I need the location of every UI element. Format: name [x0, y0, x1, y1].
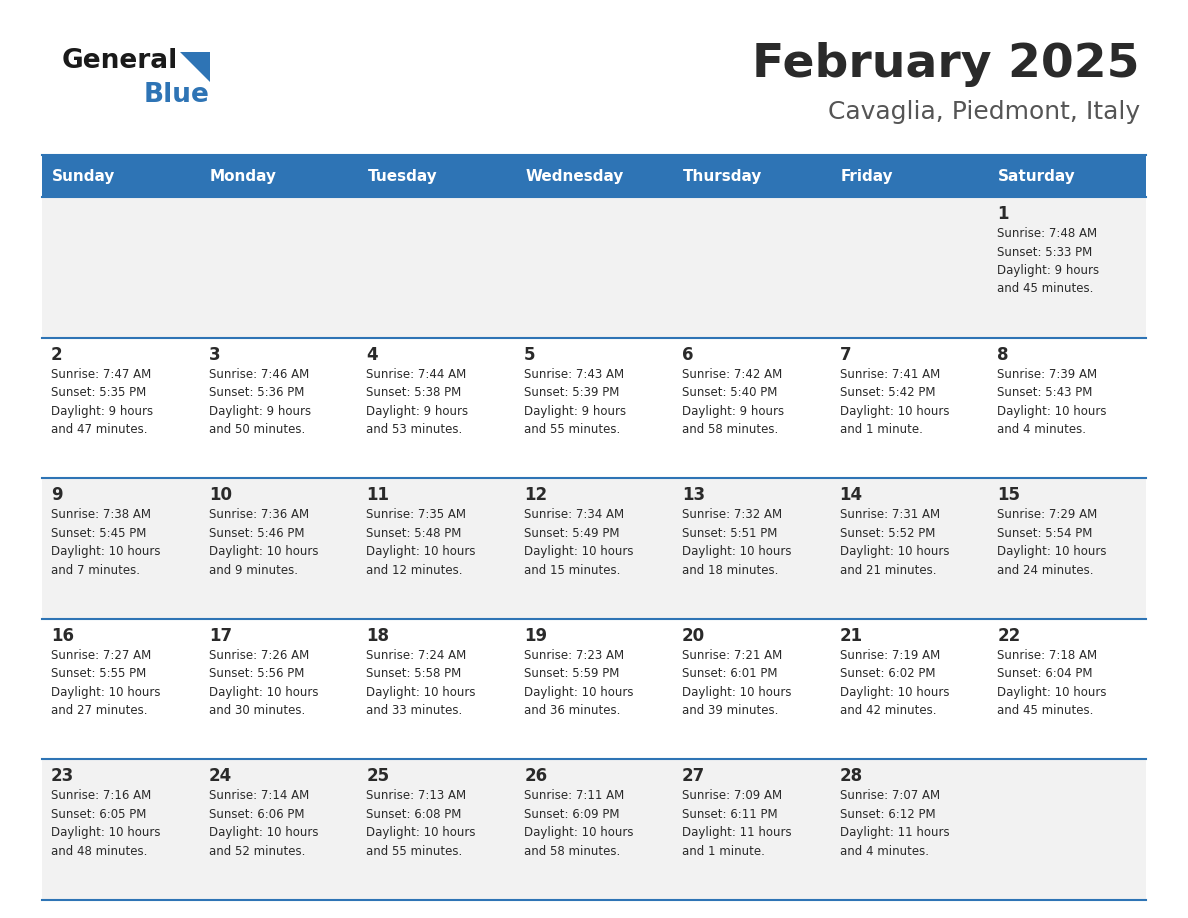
Text: Sunrise: 7:34 AM
Sunset: 5:49 PM
Daylight: 10 hours
and 15 minutes.: Sunrise: 7:34 AM Sunset: 5:49 PM Dayligh…: [524, 509, 633, 577]
Text: 25: 25: [366, 767, 390, 786]
Bar: [42, 619, 1146, 759]
Text: 17: 17: [209, 627, 232, 644]
Text: Monday: Monday: [210, 169, 277, 184]
Text: 24: 24: [209, 767, 232, 786]
Text: Sunrise: 7:43 AM
Sunset: 5:39 PM
Daylight: 9 hours
and 55 minutes.: Sunrise: 7:43 AM Sunset: 5:39 PM Dayligh…: [524, 367, 626, 436]
Bar: [358, 155, 516, 197]
Text: 1: 1: [997, 205, 1009, 223]
Text: Sunrise: 7:36 AM
Sunset: 5:46 PM
Daylight: 10 hours
and 9 minutes.: Sunrise: 7:36 AM Sunset: 5:46 PM Dayligh…: [209, 509, 318, 577]
Text: Sunrise: 7:14 AM
Sunset: 6:06 PM
Daylight: 10 hours
and 52 minutes.: Sunrise: 7:14 AM Sunset: 6:06 PM Dayligh…: [209, 789, 318, 858]
Text: Sunrise: 7:42 AM
Sunset: 5:40 PM
Daylight: 9 hours
and 58 minutes.: Sunrise: 7:42 AM Sunset: 5:40 PM Dayligh…: [682, 367, 784, 436]
Text: Sunrise: 7:44 AM
Sunset: 5:38 PM
Daylight: 9 hours
and 53 minutes.: Sunrise: 7:44 AM Sunset: 5:38 PM Dayligh…: [366, 367, 468, 436]
Text: Sunrise: 7:41 AM
Sunset: 5:42 PM
Daylight: 10 hours
and 1 minute.: Sunrise: 7:41 AM Sunset: 5:42 PM Dayligh…: [840, 367, 949, 436]
Bar: [988, 155, 1146, 197]
Text: 16: 16: [51, 627, 74, 644]
Text: Sunrise: 7:29 AM
Sunset: 5:54 PM
Daylight: 10 hours
and 24 minutes.: Sunrise: 7:29 AM Sunset: 5:54 PM Dayligh…: [997, 509, 1107, 577]
Text: 2: 2: [51, 345, 63, 364]
Text: Tuesday: Tuesday: [367, 169, 437, 184]
Text: Cavaglia, Piedmont, Italy: Cavaglia, Piedmont, Italy: [828, 100, 1140, 124]
Text: Sunrise: 7:23 AM
Sunset: 5:59 PM
Daylight: 10 hours
and 36 minutes.: Sunrise: 7:23 AM Sunset: 5:59 PM Dayligh…: [524, 649, 633, 717]
Text: Sunrise: 7:19 AM
Sunset: 6:02 PM
Daylight: 10 hours
and 42 minutes.: Sunrise: 7:19 AM Sunset: 6:02 PM Dayligh…: [840, 649, 949, 717]
Text: Sunrise: 7:27 AM
Sunset: 5:55 PM
Daylight: 10 hours
and 27 minutes.: Sunrise: 7:27 AM Sunset: 5:55 PM Dayligh…: [51, 649, 160, 717]
Text: Sunrise: 7:46 AM
Sunset: 5:36 PM
Daylight: 9 hours
and 50 minutes.: Sunrise: 7:46 AM Sunset: 5:36 PM Dayligh…: [209, 367, 311, 436]
Text: 23: 23: [51, 767, 74, 786]
Text: 3: 3: [209, 345, 220, 364]
Text: Sunrise: 7:32 AM
Sunset: 5:51 PM
Daylight: 10 hours
and 18 minutes.: Sunrise: 7:32 AM Sunset: 5:51 PM Dayligh…: [682, 509, 791, 577]
Text: Sunrise: 7:47 AM
Sunset: 5:35 PM
Daylight: 9 hours
and 47 minutes.: Sunrise: 7:47 AM Sunset: 5:35 PM Dayligh…: [51, 367, 153, 436]
Text: 4: 4: [366, 345, 378, 364]
Bar: [42, 155, 200, 197]
Text: 9: 9: [51, 487, 63, 504]
Text: Sunrise: 7:09 AM
Sunset: 6:11 PM
Daylight: 11 hours
and 1 minute.: Sunrise: 7:09 AM Sunset: 6:11 PM Dayligh…: [682, 789, 791, 858]
Text: 12: 12: [524, 487, 548, 504]
Text: Sunrise: 7:21 AM
Sunset: 6:01 PM
Daylight: 10 hours
and 39 minutes.: Sunrise: 7:21 AM Sunset: 6:01 PM Dayligh…: [682, 649, 791, 717]
Bar: [42, 338, 1146, 478]
Text: 8: 8: [997, 345, 1009, 364]
Text: Sunrise: 7:35 AM
Sunset: 5:48 PM
Daylight: 10 hours
and 12 minutes.: Sunrise: 7:35 AM Sunset: 5:48 PM Dayligh…: [366, 509, 476, 577]
Text: 14: 14: [840, 487, 862, 504]
Text: 6: 6: [682, 345, 694, 364]
Polygon shape: [181, 52, 210, 82]
Text: 21: 21: [840, 627, 862, 644]
Text: 28: 28: [840, 767, 862, 786]
Text: 15: 15: [997, 487, 1020, 504]
Text: Friday: Friday: [841, 169, 893, 184]
Bar: [42, 478, 1146, 619]
Text: 10: 10: [209, 487, 232, 504]
Text: 7: 7: [840, 345, 851, 364]
Text: 27: 27: [682, 767, 706, 786]
Text: Sunrise: 7:39 AM
Sunset: 5:43 PM
Daylight: 10 hours
and 4 minutes.: Sunrise: 7:39 AM Sunset: 5:43 PM Dayligh…: [997, 367, 1107, 436]
Bar: [516, 155, 672, 197]
Text: February 2025: February 2025: [752, 42, 1140, 87]
Text: Sunday: Sunday: [52, 169, 115, 184]
Text: 19: 19: [524, 627, 548, 644]
Text: Wednesday: Wednesday: [525, 169, 624, 184]
Text: 22: 22: [997, 627, 1020, 644]
Text: Sunrise: 7:07 AM
Sunset: 6:12 PM
Daylight: 11 hours
and 4 minutes.: Sunrise: 7:07 AM Sunset: 6:12 PM Dayligh…: [840, 789, 949, 858]
Text: 20: 20: [682, 627, 704, 644]
Bar: [830, 155, 988, 197]
Text: 26: 26: [524, 767, 548, 786]
Text: Sunrise: 7:13 AM
Sunset: 6:08 PM
Daylight: 10 hours
and 55 minutes.: Sunrise: 7:13 AM Sunset: 6:08 PM Dayligh…: [366, 789, 476, 858]
Text: 13: 13: [682, 487, 704, 504]
Text: Thursday: Thursday: [683, 169, 763, 184]
Text: 5: 5: [524, 345, 536, 364]
Text: Sunrise: 7:26 AM
Sunset: 5:56 PM
Daylight: 10 hours
and 30 minutes.: Sunrise: 7:26 AM Sunset: 5:56 PM Dayligh…: [209, 649, 318, 717]
Bar: [42, 759, 1146, 900]
Bar: [42, 197, 1146, 338]
Text: 18: 18: [366, 627, 390, 644]
Text: General: General: [62, 48, 178, 74]
Text: Sunrise: 7:18 AM
Sunset: 6:04 PM
Daylight: 10 hours
and 45 minutes.: Sunrise: 7:18 AM Sunset: 6:04 PM Dayligh…: [997, 649, 1107, 717]
Text: Sunrise: 7:24 AM
Sunset: 5:58 PM
Daylight: 10 hours
and 33 minutes.: Sunrise: 7:24 AM Sunset: 5:58 PM Dayligh…: [366, 649, 476, 717]
Text: Sunrise: 7:16 AM
Sunset: 6:05 PM
Daylight: 10 hours
and 48 minutes.: Sunrise: 7:16 AM Sunset: 6:05 PM Dayligh…: [51, 789, 160, 858]
Text: Blue: Blue: [144, 82, 210, 108]
Text: Sunrise: 7:11 AM
Sunset: 6:09 PM
Daylight: 10 hours
and 58 minutes.: Sunrise: 7:11 AM Sunset: 6:09 PM Dayligh…: [524, 789, 633, 858]
Text: Saturday: Saturday: [998, 169, 1076, 184]
Bar: [200, 155, 358, 197]
Text: Sunrise: 7:38 AM
Sunset: 5:45 PM
Daylight: 10 hours
and 7 minutes.: Sunrise: 7:38 AM Sunset: 5:45 PM Dayligh…: [51, 509, 160, 577]
Text: Sunrise: 7:31 AM
Sunset: 5:52 PM
Daylight: 10 hours
and 21 minutes.: Sunrise: 7:31 AM Sunset: 5:52 PM Dayligh…: [840, 509, 949, 577]
Text: Sunrise: 7:48 AM
Sunset: 5:33 PM
Daylight: 9 hours
and 45 minutes.: Sunrise: 7:48 AM Sunset: 5:33 PM Dayligh…: [997, 227, 1099, 296]
Bar: [672, 155, 830, 197]
Text: 11: 11: [366, 487, 390, 504]
